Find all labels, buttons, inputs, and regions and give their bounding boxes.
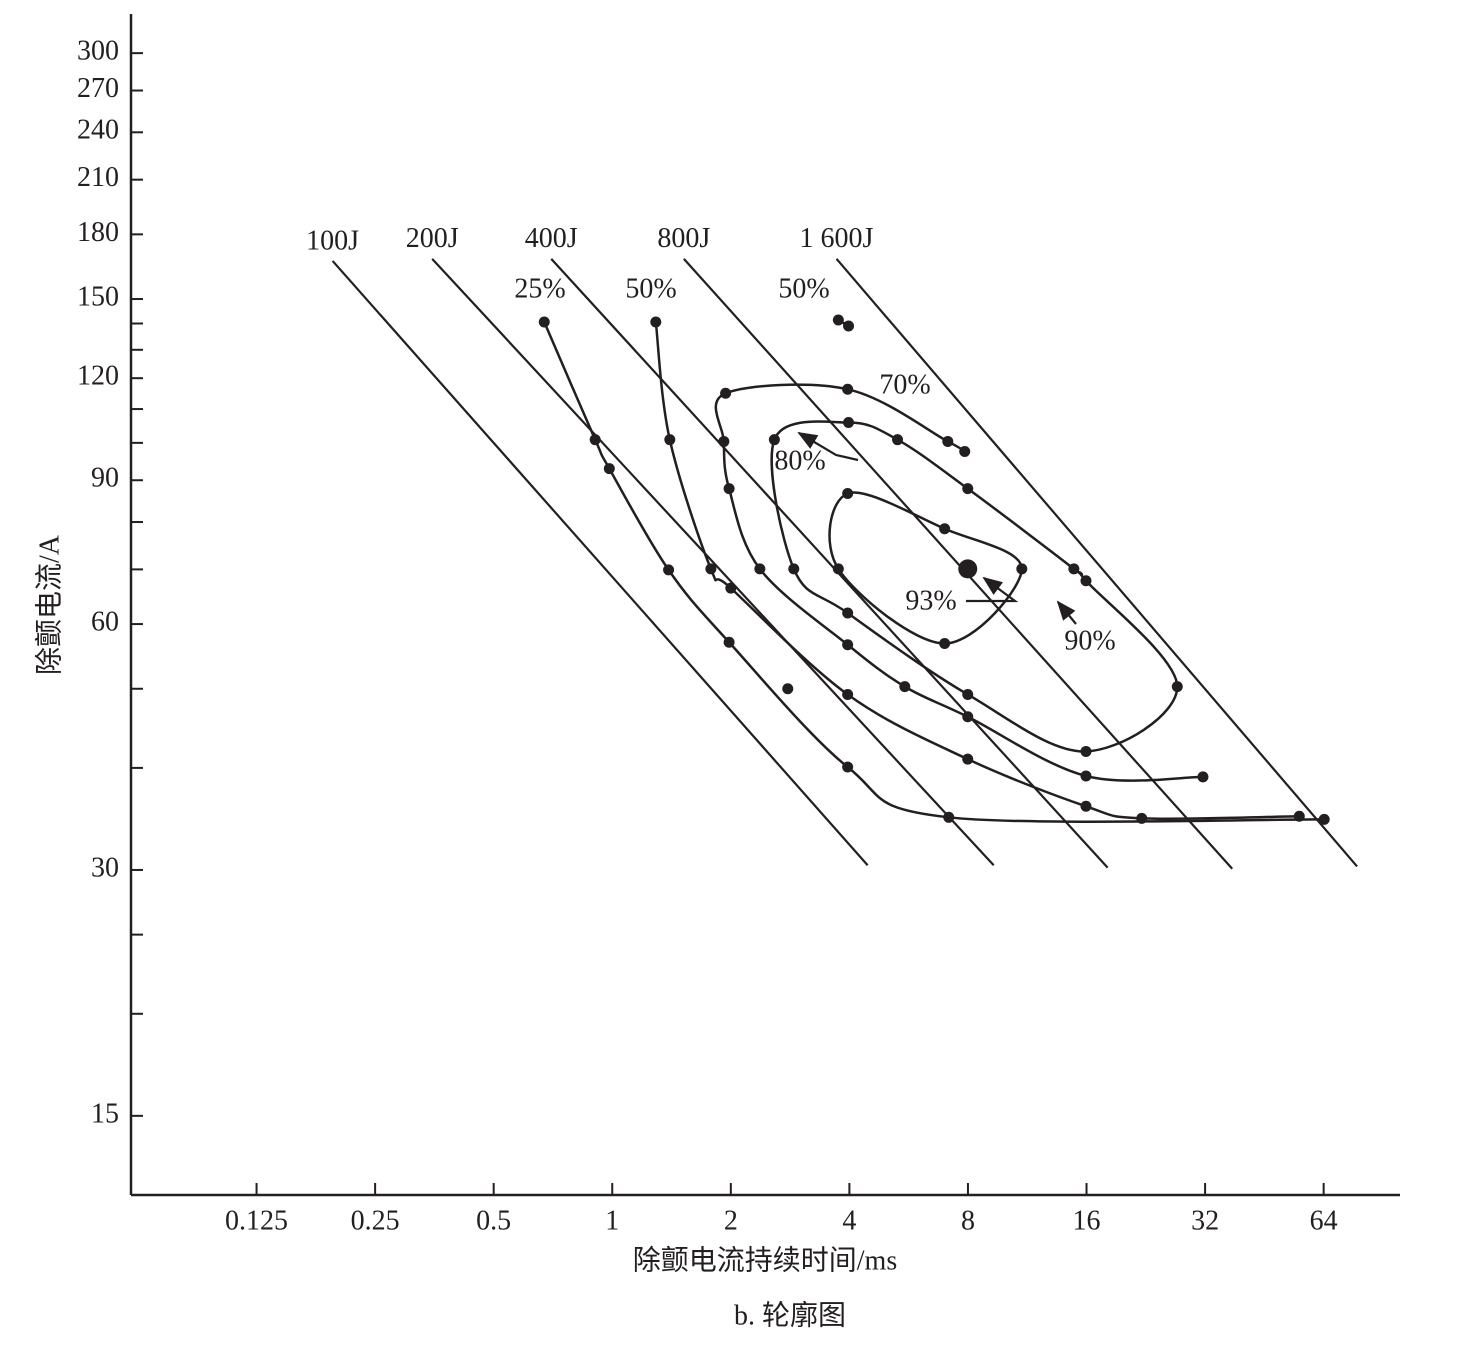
x-tick-label: 0.125 xyxy=(225,1205,288,1236)
energy-label: 200J xyxy=(406,223,459,254)
contour-point xyxy=(1171,681,1183,693)
contour-point xyxy=(1197,771,1209,783)
y-tick-label: 15 xyxy=(91,1098,119,1129)
x-tick-label: 4 xyxy=(842,1205,856,1236)
contour-point xyxy=(942,435,954,447)
contour-point xyxy=(723,636,735,648)
energy-line xyxy=(550,258,1109,869)
energy-line xyxy=(331,260,869,866)
contour-point xyxy=(832,314,844,326)
contour-point xyxy=(650,316,662,328)
energy-label: 1 600J xyxy=(800,223,874,254)
contour-point xyxy=(723,483,735,495)
x-tick-label: 0.25 xyxy=(351,1205,400,1236)
y-tick-label: 300 xyxy=(77,36,119,67)
contour xyxy=(714,383,1203,782)
contour-point xyxy=(1016,563,1028,575)
contour-point xyxy=(959,445,971,457)
contour-label: 70% xyxy=(879,369,930,400)
x-axis-label: 除颤电流持续时间/ms xyxy=(633,1244,897,1276)
contour xyxy=(543,321,1325,823)
energy-line xyxy=(683,258,1234,870)
energy-line xyxy=(431,258,995,867)
contour-point xyxy=(603,463,615,475)
contour-point xyxy=(663,564,675,576)
y-tick-label: 120 xyxy=(77,361,119,392)
x-tick-label: 16 xyxy=(1073,1205,1101,1236)
y-tick-label: 270 xyxy=(77,73,119,104)
arrow xyxy=(966,576,1019,603)
contour-point xyxy=(768,434,780,446)
x-tick-label: 64 xyxy=(1310,1205,1338,1236)
caption: b. 轮廓图 xyxy=(734,1299,846,1331)
contour-point xyxy=(1136,812,1148,824)
contour-label: 90% xyxy=(1064,625,1115,656)
contour-point xyxy=(1080,770,1092,782)
contour-point xyxy=(842,607,854,619)
contour-point xyxy=(962,711,974,723)
contour-label: 25% xyxy=(514,273,565,304)
peak-point xyxy=(958,559,978,579)
x-tick-label: 32 xyxy=(1191,1205,1219,1236)
energy-label: 800J xyxy=(657,223,710,254)
y-tick-label: 210 xyxy=(77,162,119,193)
contour-point xyxy=(705,563,717,575)
contour-point xyxy=(962,483,974,495)
y-tick-label: 90 xyxy=(91,463,119,494)
contour-point xyxy=(1080,745,1092,757)
peak-label: 93% xyxy=(905,585,956,616)
arrow xyxy=(1056,600,1077,625)
contour xyxy=(770,420,1179,753)
contour-point xyxy=(1068,563,1080,575)
contour-point xyxy=(842,688,854,700)
contour-point xyxy=(788,563,800,575)
contour-point xyxy=(892,434,904,446)
contour-point xyxy=(943,811,955,823)
energy-label: 400J xyxy=(525,223,578,254)
y-tick-label: 60 xyxy=(91,606,119,637)
arrow xyxy=(797,431,859,462)
contour-point xyxy=(718,435,730,447)
energy-line xyxy=(835,258,1358,868)
contour-point xyxy=(1318,813,1330,825)
contour-label: 80% xyxy=(774,445,825,476)
contour-point xyxy=(538,316,550,328)
point xyxy=(782,683,794,695)
contour-point xyxy=(725,582,737,594)
contour-point xyxy=(939,638,951,650)
contour-point xyxy=(939,523,951,535)
x-tick-label: 0.5 xyxy=(476,1205,511,1236)
contour-point xyxy=(842,487,854,499)
y-tick-label: 150 xyxy=(77,281,119,312)
x-tick-label: 8 xyxy=(961,1205,975,1236)
y-tick-label: 240 xyxy=(77,115,119,146)
contour-point xyxy=(842,761,854,773)
x-tick-label: 1 xyxy=(605,1205,619,1236)
contour-point xyxy=(899,681,911,693)
contour-label: 50% xyxy=(778,273,829,304)
contour-point xyxy=(589,434,601,446)
contour-label: 50% xyxy=(625,273,676,304)
contour-point xyxy=(664,434,676,446)
y-tick-label: 180 xyxy=(77,217,119,248)
contour-point xyxy=(1080,800,1092,812)
contour xyxy=(654,321,1300,821)
contour-point xyxy=(1080,575,1092,587)
energy-label: 100J xyxy=(306,225,359,256)
x-tick-label: 2 xyxy=(724,1205,738,1236)
contour-point xyxy=(843,417,855,429)
contour-point xyxy=(842,639,854,651)
contour-point xyxy=(1293,810,1305,822)
contour-point xyxy=(720,387,732,399)
contour-point xyxy=(962,688,974,700)
contour-point xyxy=(832,563,844,575)
y-axis-label: 除颤电流/A xyxy=(33,534,65,675)
contour-point xyxy=(962,753,974,765)
contour-point xyxy=(842,383,854,395)
contour-point xyxy=(754,563,766,575)
y-tick-label: 30 xyxy=(91,852,119,883)
contour-point xyxy=(843,320,855,332)
